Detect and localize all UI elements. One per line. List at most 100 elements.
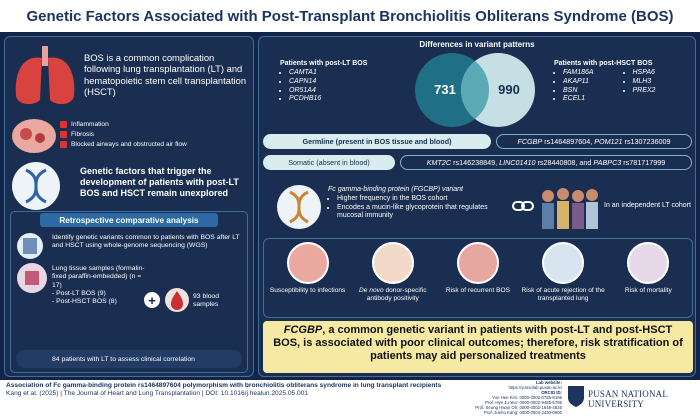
gene: FAM186A — [563, 69, 625, 78]
people-icon — [542, 188, 598, 229]
university: PUSAN NATIONAL UNIVERSITY — [588, 389, 668, 409]
university-logo — [568, 386, 584, 407]
outcome-label: Risk of acute rejection of the transplan… — [521, 287, 605, 303]
gene: POM121 — [594, 137, 623, 146]
citation: Association of Fc gamma-binding protein … — [6, 382, 456, 398]
group: - Post-LT BOS (9) — [52, 289, 106, 297]
gap-text: Genetic factors that trigger the develop… — [80, 166, 239, 198]
outcome-label: Risk of recurrent BOS — [436, 287, 520, 295]
effects-list: Inflammation Fibrosis Blocked airways and … — [60, 121, 250, 151]
gene: LINC01410 — [499, 158, 536, 167]
fcgbp-title: Fc gamma-binding protein (FGCBP) variant — [328, 186, 463, 193]
orcid: Prof. Seung Hwan Oh: 0000-0002-1648-4826 — [475, 404, 562, 410]
lungs-icon — [15, 46, 75, 105]
effect-icon — [60, 121, 67, 128]
hsct-title: Patients with post-HSCT BOS — [554, 60, 653, 67]
venn-count: 731 — [434, 82, 456, 97]
gene: MLH3 — [633, 78, 695, 87]
conclusion-gene: FCGBP — [283, 324, 323, 336]
outcome-text: donor-specific antibody positivity — [366, 287, 427, 302]
cohort-label: In an independent LT cohort — [604, 202, 691, 209]
tissue-text: Lung tissue samples (formalin-fixed para… — [52, 265, 148, 306]
gene: BSN — [563, 87, 625, 96]
variant: rs781717999 — [621, 158, 666, 167]
analysis-title: Retrospective comparative analysis — [40, 213, 218, 227]
orcid: Prof. Jueho Kang: 0000-0003-2430-0600 — [483, 409, 562, 415]
gene: FCGBP — [517, 137, 543, 146]
gene: PCDHB16 — [289, 95, 410, 104]
variant: rs1307236009 — [622, 137, 671, 146]
dna-icon — [12, 162, 60, 210]
blood-icon — [165, 288, 189, 312]
tissue-samples: Lung tissue samples (formalin-fixed para… — [52, 265, 145, 289]
outcome-icon — [456, 242, 499, 284]
outcome-icon — [286, 242, 329, 284]
outcome-label: Susceptibility to infections — [266, 287, 350, 295]
tissue-icon — [12, 119, 56, 153]
outcome: Risk of recurrent BOS — [436, 240, 520, 316]
conclusion-text: , a common genetic variant in patients w… — [273, 324, 683, 363]
outcome-label: De novo donor-specific antibody positivi… — [351, 287, 435, 303]
outcome-em: De novo — [359, 287, 384, 294]
outcome-text: Susceptibility to infections — [269, 287, 346, 294]
outcome-icon — [371, 242, 414, 284]
outcome: De novo donor-specific antibody positivi… — [351, 240, 435, 316]
somatic-variants: KMT2C rs146238849, LINC01410 rs28440808,… — [400, 155, 692, 170]
variant: rs146238849, — [451, 158, 500, 167]
effect: Inflammation — [60, 121, 250, 128]
sequencing-icon — [17, 233, 43, 259]
outcome: Risk of acute rejection of the transplan… — [521, 240, 605, 316]
orcid-label: ORCID ID: — [541, 389, 562, 395]
group: - Post-HSCT BOS (8) — [52, 298, 117, 306]
orcid: Yun Hee Kim: 0000-0002-0785-8186 — [492, 394, 562, 400]
gene: AKAP11 — [563, 78, 625, 87]
cohort-text: 84 patients with LT to assess clinical c… — [16, 350, 242, 368]
title: Genetic Factors Associated with Post-Tra… — [26, 7, 674, 25]
effect-text: Blocked airways and obstructed air flow — [71, 141, 187, 148]
fcgbp-points: Higher frequency in the BOS cohortEncode… — [328, 195, 508, 221]
outcomes: Susceptibility to infections De novo dono… — [265, 240, 691, 316]
outcome-text: Risk of acute rejection of the transplan… — [521, 287, 605, 302]
outcome-icon — [627, 242, 670, 284]
outcome-label: Risk of mortality — [606, 287, 690, 295]
gene: CAPN14 — [289, 78, 410, 87]
gene: ECEL1 — [563, 95, 625, 104]
lab-label: Lab website: — [535, 380, 562, 385]
gene-list: FAM186AAKAP11BSNECEL1 HSPA6MLH3PREX2 — [554, 69, 694, 104]
header: Genetic Factors Associated with Post-Tra… — [0, 0, 700, 32]
outcome: Risk of mortality — [606, 240, 690, 316]
variant: rs28440808, and — [535, 158, 594, 167]
reference: Kang et al. (2025) | The Journal of Hear… — [6, 389, 309, 397]
orcid-list: Yun Hee Kim: 0000-0002-0785-8186 Prof. Hy… — [462, 394, 562, 416]
analysis-box — [10, 211, 248, 373]
conclusion: FCGBP, a common genetic variant in patie… — [263, 321, 693, 373]
variants-title: Differences in variant patterns — [419, 40, 535, 49]
sample-icon — [17, 263, 47, 293]
orcid: Prof. Hye Ju Yeo: 0000-0002-9455-5786 — [485, 399, 562, 405]
effect: Fibrosis — [60, 131, 250, 138]
variant-text: KMT2C rs146238849, LINC01410 rs28440808,… — [427, 158, 665, 167]
dna-icon — [277, 185, 321, 229]
outcome-text: Risk of recurrent BOS — [445, 287, 511, 294]
gene-list: CAMTA1CAPN14OR51A4PCDHB16 — [280, 69, 410, 104]
effect-text: Inflammation — [71, 121, 109, 128]
contacts: Lab website: https://yuminlab.pusan.ac.kr… — [462, 380, 563, 416]
outcome-text: Risk of mortality — [624, 287, 672, 294]
effect-text: Fibrosis — [71, 131, 95, 138]
gene: PREX2 — [633, 87, 695, 96]
gene: HSPA6 — [633, 69, 695, 78]
somatic-label: Somatic (absent in blood) — [263, 155, 395, 170]
gene: OR51A4 — [289, 87, 410, 96]
lt-title: Patients with post-LT BOS — [280, 60, 368, 67]
lt-genes: Patients with post-LT BOS CAMTA1CAPN14OR5… — [280, 60, 410, 104]
effect: Blocked airways and obstructed air flow — [60, 141, 250, 148]
variant-text: FCGBP rs1464897604, POM121 rs1307236009 — [517, 137, 670, 146]
outcome: Susceptibility to infections — [266, 240, 350, 316]
lab-url: https://yuminlab.pusan.ac.kr — [508, 384, 563, 390]
fcgbp-info: Fc gamma-binding protein (FGCBP) variant… — [328, 186, 508, 221]
outcome-icon — [542, 242, 585, 284]
germline-variants: FCGBP rs1464897604, POM121 rs1307236009 — [496, 134, 692, 149]
gene: KMT2C — [426, 158, 452, 167]
blood-text: 93 blood samples — [193, 293, 220, 309]
